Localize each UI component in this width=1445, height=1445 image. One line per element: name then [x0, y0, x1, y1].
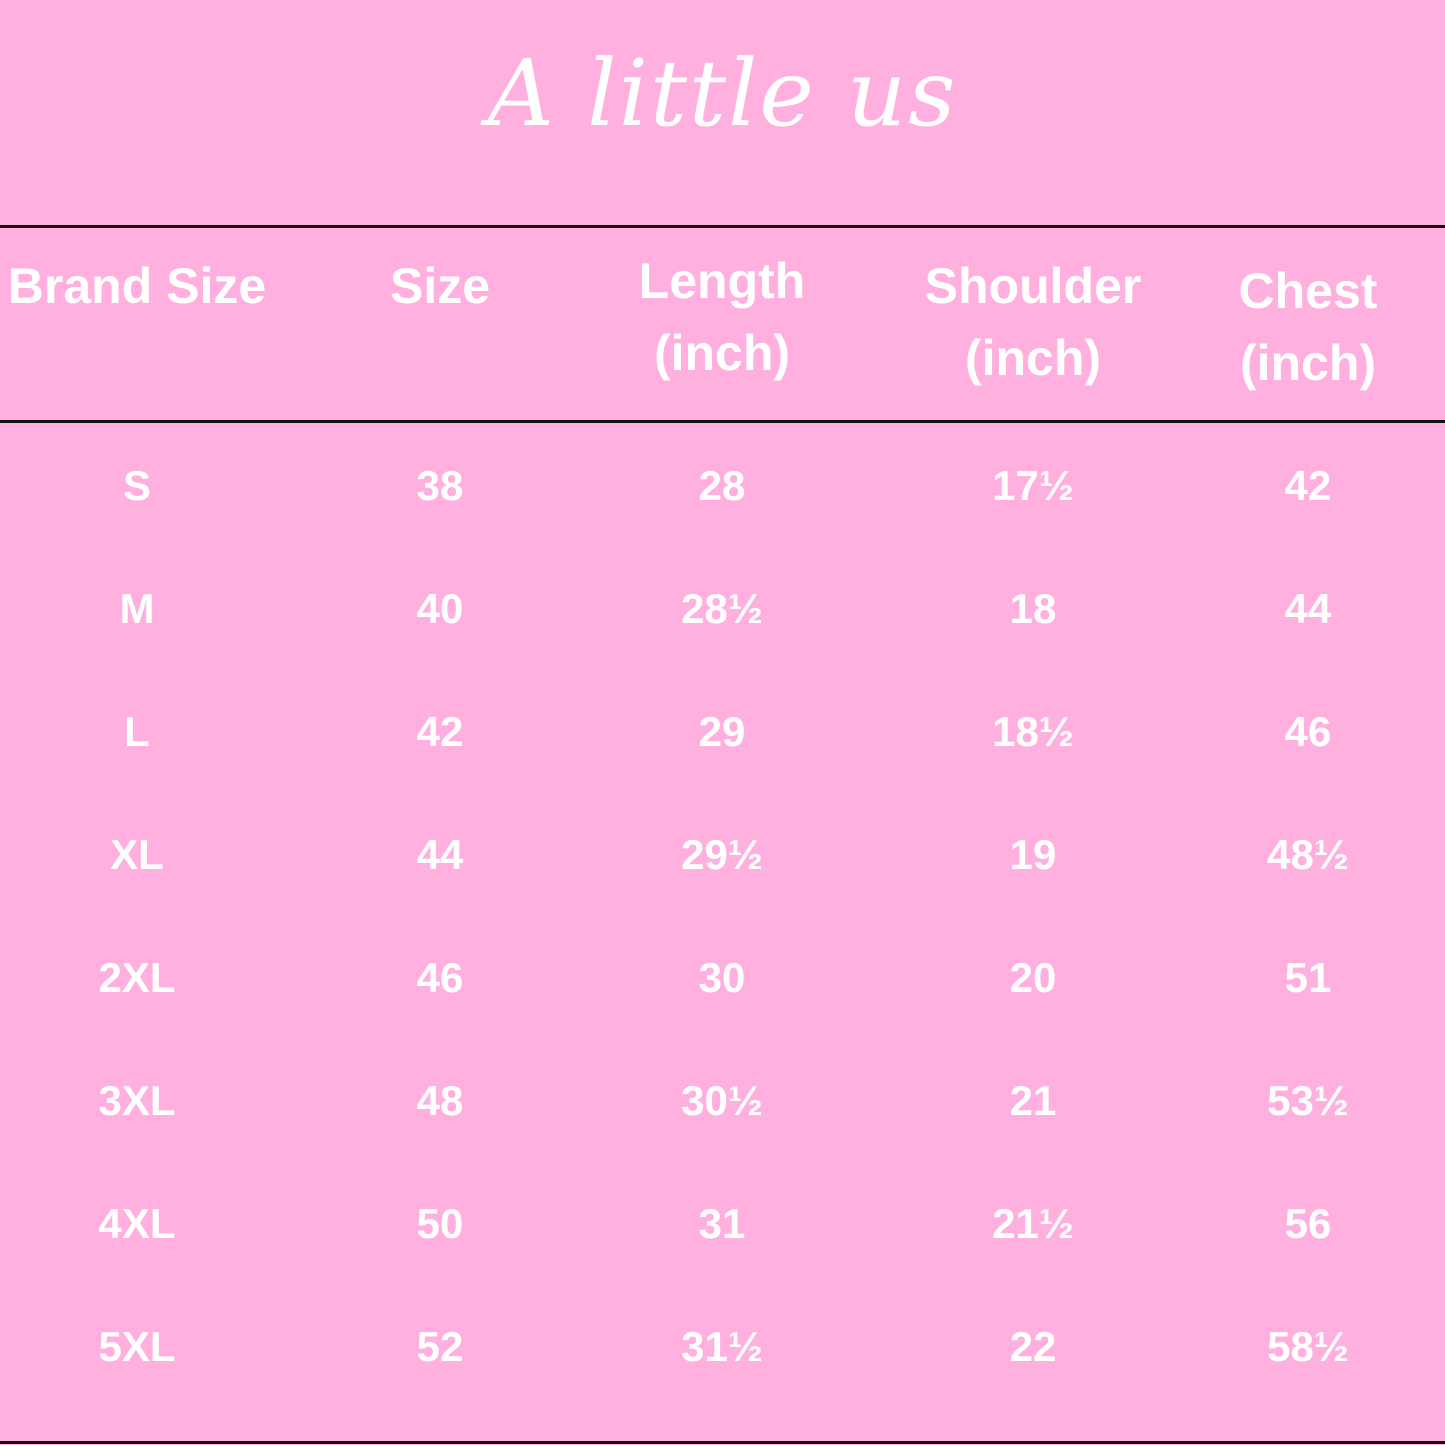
- table-cell: 21: [1009, 1077, 1057, 1124]
- table-cell: 22: [1009, 1323, 1057, 1370]
- table-cell: 3XL: [98, 1077, 176, 1124]
- table-cell: 48½: [1267, 831, 1349, 878]
- table-cell: 5XL: [98, 1323, 176, 1370]
- table-cell: 18½: [992, 708, 1074, 755]
- table-cell: 44: [416, 831, 464, 878]
- table-cell: 29: [698, 708, 746, 755]
- table-cell: 42: [416, 708, 464, 755]
- table-cell: 44: [1284, 585, 1332, 632]
- column-header-line1: Size: [389, 258, 491, 314]
- table-cell: 4XL: [98, 1200, 176, 1247]
- table-cell: 38: [416, 462, 464, 509]
- table-cell: 31½: [681, 1323, 763, 1370]
- header-bottom-rule: [0, 420, 1445, 423]
- table-cell: 50: [416, 1200, 464, 1247]
- table-cell: 28½: [681, 585, 763, 632]
- table-cell: 46: [416, 954, 464, 1001]
- table-cell: 53½: [1267, 1077, 1349, 1124]
- column-header-line2: (inch): [653, 325, 791, 381]
- table-cell: 42: [1284, 462, 1332, 509]
- column-header-line1: Brand Size: [7, 258, 267, 314]
- table-cell: 2XL: [98, 954, 176, 1001]
- table-cell: M: [119, 585, 155, 632]
- table-cell: 48: [416, 1077, 464, 1124]
- table-cell: 21½: [992, 1200, 1074, 1247]
- table-cell: 18: [1009, 585, 1057, 632]
- table-cell: 30½: [681, 1077, 763, 1124]
- table-cell: 56: [1284, 1200, 1332, 1247]
- table-cell: 40: [416, 585, 464, 632]
- column-header-line1: Length: [638, 253, 806, 309]
- table-cell: 28: [698, 462, 746, 509]
- header-top-rule: [0, 225, 1445, 228]
- column-header: Brand Size: [0, 250, 297, 322]
- column-header: Chest (inch): [1148, 255, 1445, 399]
- column-header-line1: Shoulder: [924, 258, 1142, 314]
- table-cell: L: [124, 708, 150, 755]
- column-header-line1: Chest: [1238, 263, 1378, 319]
- table-cell: 46: [1284, 708, 1332, 755]
- column-header: Size: [280, 250, 600, 322]
- table-cell: 51: [1284, 954, 1332, 1001]
- table-cell: 20: [1009, 954, 1057, 1001]
- table-cell: 58½: [1267, 1323, 1349, 1370]
- table-cell: 29½: [681, 831, 763, 878]
- table-bottom-rule: [0, 1441, 1445, 1444]
- table-cell: 17½: [992, 462, 1074, 509]
- table-cell: 19: [1009, 831, 1057, 878]
- table-cell: 31: [698, 1200, 746, 1247]
- column-header-line2: (inch): [1239, 335, 1377, 391]
- column-header-line2: (inch): [964, 330, 1102, 386]
- column-header: Shoulder (inch): [873, 250, 1193, 394]
- table-cell: 30: [698, 954, 746, 1001]
- table-cell: S: [122, 462, 151, 509]
- table-cell: XL: [110, 831, 164, 878]
- table-cell: 52: [416, 1323, 464, 1370]
- brand-title: A little us: [487, 40, 958, 147]
- column-header: Length (inch): [562, 245, 882, 389]
